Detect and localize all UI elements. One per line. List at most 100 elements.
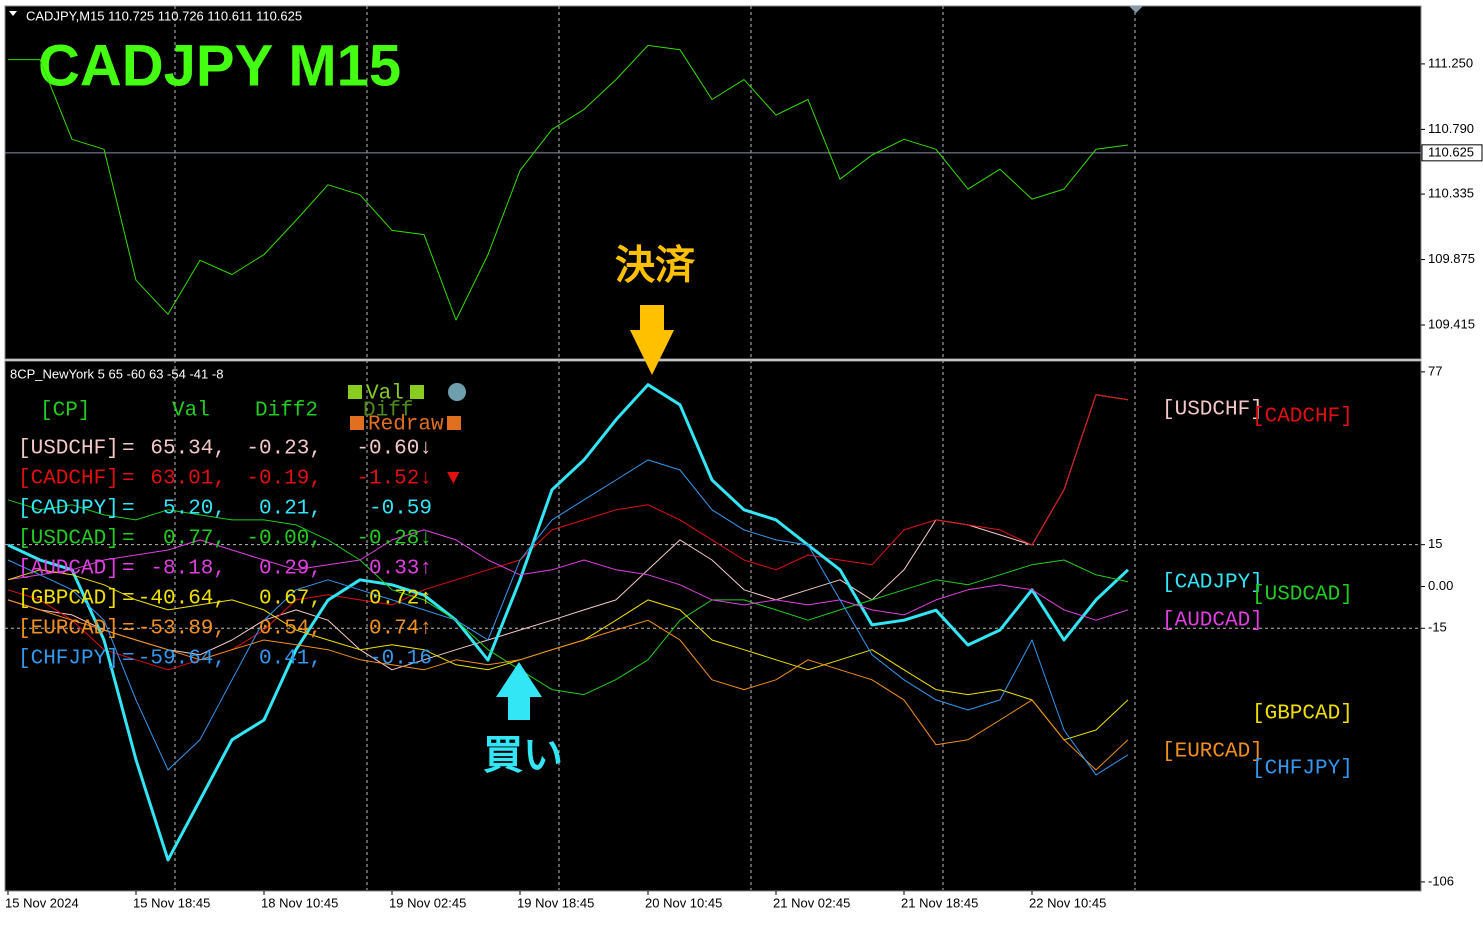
y-tick-label: 109.415 bbox=[1428, 316, 1475, 331]
series-label: [EURCAD] bbox=[1162, 741, 1263, 764]
y-tick-label: 110.335 bbox=[1428, 186, 1474, 201]
series-line bbox=[8, 44, 1129, 321]
y-tick-label: 110.790 bbox=[1428, 121, 1474, 136]
table-cell: 0.74↑ bbox=[369, 618, 432, 641]
table-cell: -0.00, bbox=[246, 528, 322, 551]
price-panel bbox=[4, 5, 1422, 360]
table-cell: = bbox=[122, 468, 135, 491]
x-tick-label: 20 Nov 10:45 bbox=[645, 895, 722, 910]
y-tick-label: 15 bbox=[1428, 536, 1442, 551]
table-cell: 0.67, bbox=[259, 588, 322, 611]
table-cell: = bbox=[122, 528, 135, 551]
series-label: [CHFJPY] bbox=[1252, 758, 1353, 781]
table-cell: -0.16 bbox=[369, 648, 432, 671]
last-price-box bbox=[1421, 144, 1483, 162]
table-name: [USDCHF] bbox=[18, 438, 119, 461]
table-cell: -0.28↓ bbox=[356, 528, 432, 551]
y-tick-label: 109.875 bbox=[1428, 251, 1475, 266]
table-name: [CADJPY] bbox=[18, 498, 119, 521]
series-line bbox=[7, 599, 1129, 771]
table-cell: -8.18, bbox=[150, 558, 226, 581]
table-cell: = bbox=[122, 498, 135, 521]
table-cell: 63.01, bbox=[150, 468, 226, 491]
table-cell: -1.52↓ bbox=[356, 468, 432, 491]
x-tick-label: 18 Nov 10:45 bbox=[261, 895, 338, 910]
table-header: [CP] bbox=[40, 400, 90, 423]
series-label: [CADJPY] bbox=[1162, 572, 1263, 595]
x-tick-label: 21 Nov 02:45 bbox=[773, 895, 850, 910]
indicator-panel bbox=[4, 360, 1422, 892]
y-tick-label: 111.250 bbox=[1428, 55, 1473, 70]
table-cell: 0.41, bbox=[259, 648, 322, 671]
series-line bbox=[7, 529, 1129, 621]
price-header: CADJPY,M15 110.725 110.726 110.611 110.6… bbox=[26, 8, 302, 23]
plot-layer bbox=[5, 44, 1421, 862]
table-cell: 65.34, bbox=[150, 438, 226, 461]
table-cell: 0.77, bbox=[163, 528, 226, 551]
x-tick-label: 15 Nov 2024 bbox=[5, 895, 79, 910]
series-line bbox=[7, 499, 1129, 696]
diff-button[interactable]: Diff bbox=[363, 400, 413, 423]
y-tick-label: -106 bbox=[1428, 873, 1454, 888]
table-name: [CHFJPY] bbox=[18, 648, 119, 671]
table-name: [USDCAD] bbox=[18, 528, 119, 551]
table-cell: -0.59 bbox=[369, 498, 432, 521]
table-cell: 0.21, bbox=[259, 498, 322, 521]
x-tick-label: 19 Nov 18:45 bbox=[517, 895, 594, 910]
button-icon bbox=[447, 416, 461, 430]
series-label: [AUDCAD] bbox=[1162, 610, 1263, 633]
table-name: [CADCHF] bbox=[18, 468, 119, 491]
table-cell: -59.64, bbox=[138, 648, 226, 671]
series-label: [GBPCAD] bbox=[1252, 703, 1353, 726]
y-tick-label: 0.00 bbox=[1428, 578, 1453, 593]
table-cell: -0.19, bbox=[246, 468, 322, 491]
series-label: [USDCAD] bbox=[1252, 584, 1353, 607]
series-line bbox=[7, 394, 1129, 671]
button-icon bbox=[410, 385, 424, 399]
buy-label: 買い bbox=[483, 734, 563, 778]
y-tick-label: 77 bbox=[1428, 363, 1442, 378]
series-label: [CADCHF] bbox=[1252, 406, 1353, 429]
table-cell: 0.72↑ bbox=[369, 588, 432, 611]
val-button[interactable]: Val bbox=[366, 383, 404, 406]
symbol-label: CADJPY M15 bbox=[38, 33, 401, 98]
table-cell: -40.64, bbox=[138, 588, 226, 611]
x-tick-label: 21 Nov 18:45 bbox=[901, 895, 978, 910]
table-cell: ▼ bbox=[447, 468, 460, 491]
table-cell: 0.29, bbox=[259, 558, 322, 581]
x-tick-label: 22 Nov 10:45 bbox=[1029, 895, 1106, 910]
table-cell: = bbox=[122, 558, 135, 581]
table-cell: -0.60↓ bbox=[356, 438, 432, 461]
table-cell: = bbox=[122, 588, 135, 611]
x-tick-label: 19 Nov 02:45 bbox=[389, 895, 466, 910]
table-cell: -0.23, bbox=[246, 438, 322, 461]
table-header: Val bbox=[172, 400, 210, 423]
table-cell: = bbox=[122, 438, 135, 461]
exit-arrow bbox=[630, 305, 674, 375]
buy-arrow bbox=[496, 662, 542, 720]
last-price-label: 110.625 bbox=[1428, 144, 1474, 159]
table-cell: 5.20, bbox=[163, 498, 226, 521]
redraw-button[interactable]: Redraw bbox=[368, 414, 444, 437]
series-line bbox=[7, 459, 1129, 776]
table-cell: = bbox=[122, 618, 135, 641]
table-cell: 0.33↑ bbox=[369, 558, 432, 581]
table-header: Diff2 bbox=[255, 400, 318, 423]
table-cell: = bbox=[122, 648, 135, 671]
button-icon[interactable] bbox=[448, 383, 466, 401]
button-icon bbox=[348, 385, 362, 399]
table-cell: 0.54, bbox=[259, 618, 322, 641]
table-name: [GBPCAD] bbox=[18, 588, 119, 611]
menu-triangle bbox=[9, 11, 17, 16]
button-icon bbox=[350, 416, 364, 430]
series-line bbox=[7, 383, 1130, 862]
table-name: [EURCAD] bbox=[18, 618, 119, 641]
x-tick-label: 15 Nov 18:45 bbox=[133, 895, 210, 910]
exit-label: 決済 bbox=[615, 244, 696, 288]
series-label: [USDCHF] bbox=[1162, 399, 1263, 422]
shift-marker bbox=[1129, 6, 1143, 13]
y-tick-label: -15 bbox=[1428, 620, 1447, 635]
table-cell: -53.89, bbox=[138, 618, 226, 641]
table-name: [AUDCAD] bbox=[18, 558, 119, 581]
